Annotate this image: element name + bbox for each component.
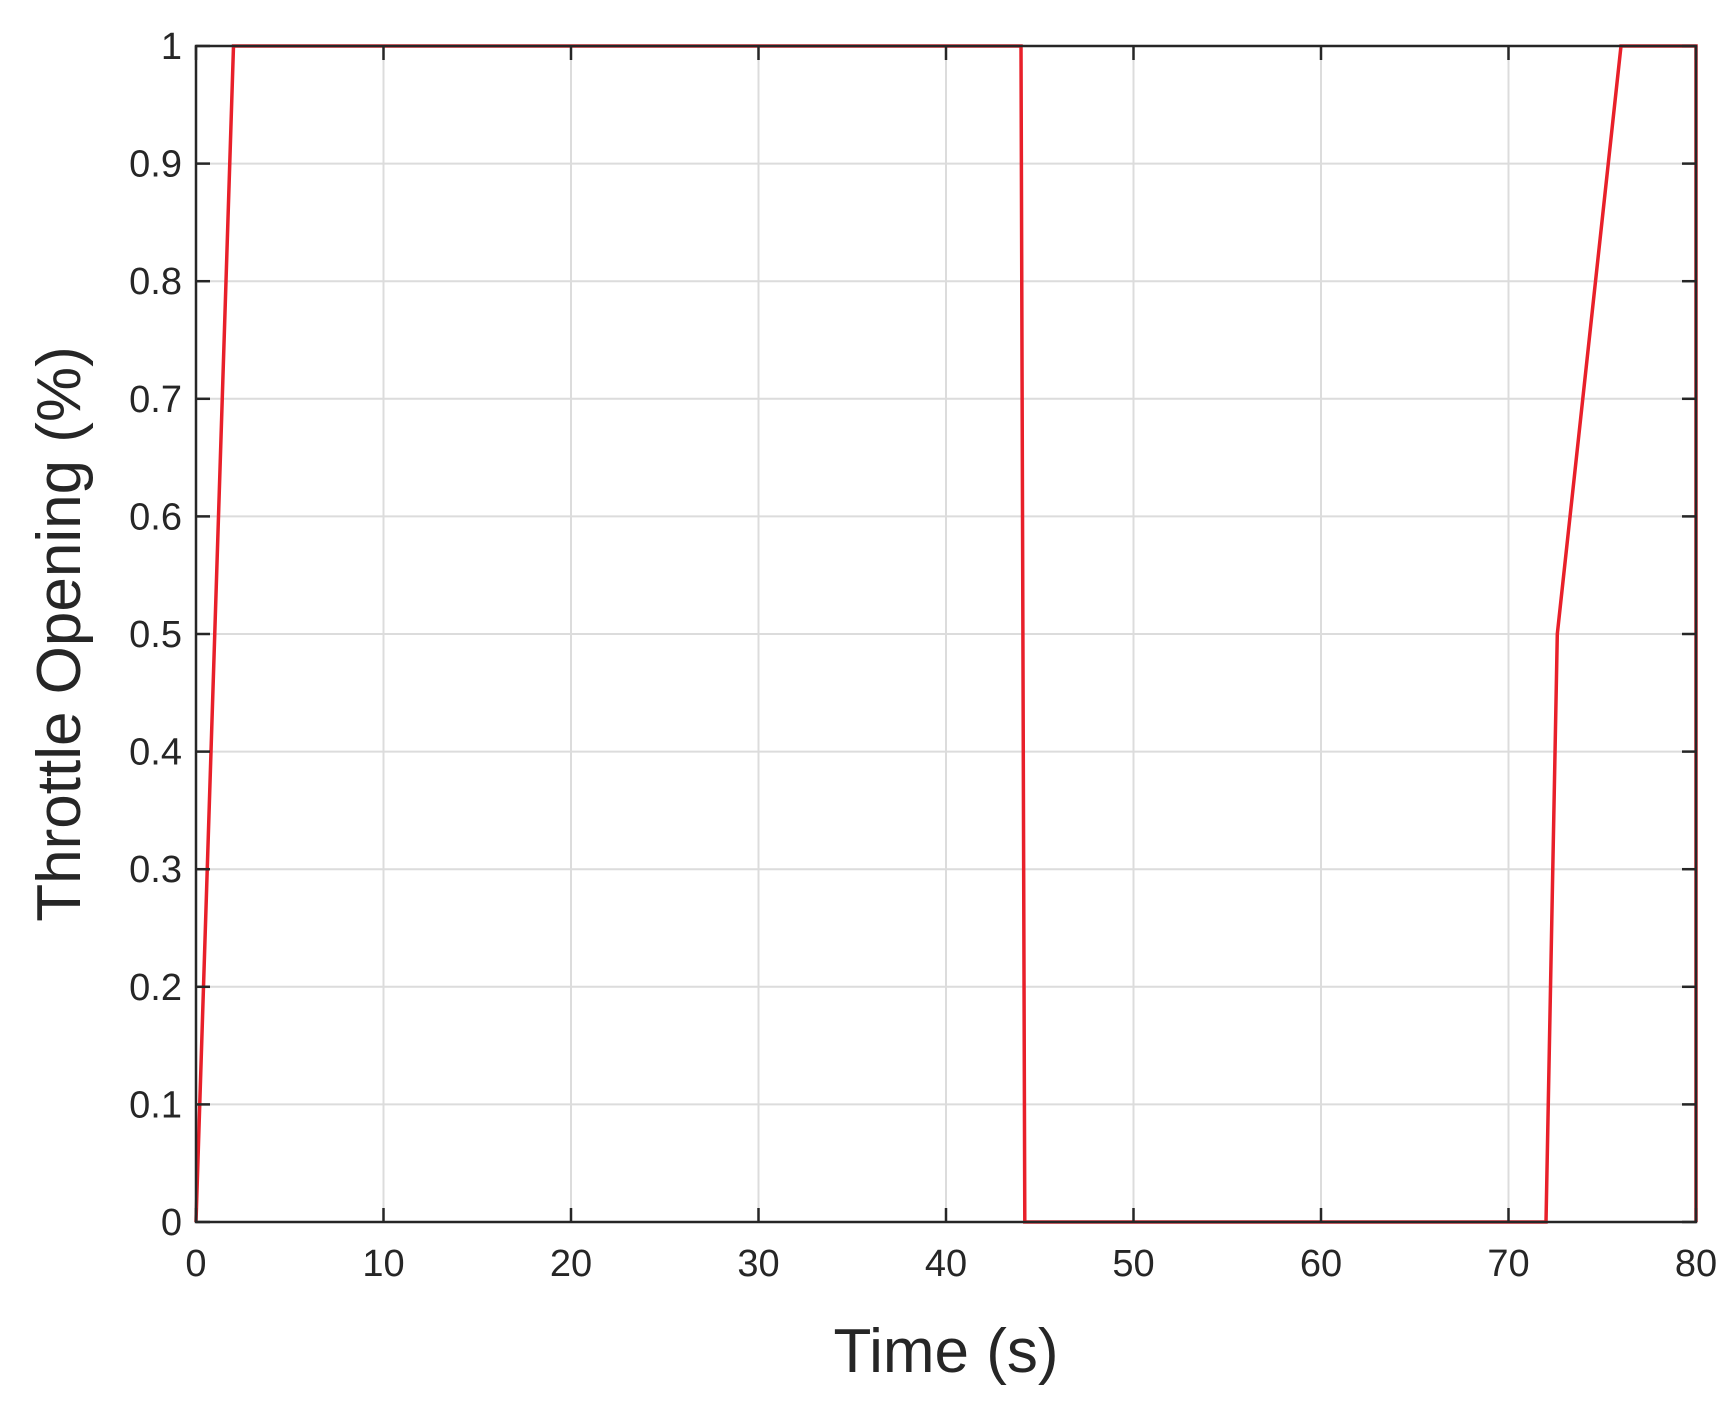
x-tick-label: 40	[925, 1243, 967, 1285]
y-tick-label: 0.5	[129, 614, 182, 656]
x-tick-label: 70	[1487, 1243, 1529, 1285]
y-tick-label: 1	[161, 26, 182, 68]
y-tick-label: 0.2	[129, 967, 182, 1009]
y-tick-label: 0.9	[129, 144, 182, 186]
y-tick-label: 0.1	[129, 1084, 182, 1126]
x-tick-label: 10	[362, 1243, 404, 1285]
x-tick-label: 50	[1112, 1243, 1154, 1285]
x-axis-title: Time (s)	[834, 1317, 1059, 1386]
grid-lines	[196, 46, 1696, 1222]
y-tick-label: 0.8	[129, 261, 182, 303]
x-tick-label: 20	[550, 1243, 592, 1285]
x-tick-label: 80	[1675, 1243, 1717, 1285]
y-tick-label: 0.4	[129, 732, 182, 774]
x-tick-label: 60	[1300, 1243, 1342, 1285]
y-tick-label: 0.3	[129, 849, 182, 891]
y-tick-label: 0.7	[129, 379, 182, 421]
x-tick-labels: 0 10 20 30 40 50 60 70 80	[185, 1243, 1717, 1285]
y-tick-labels: 0 0.1 0.2 0.3 0.4 0.5 0.6 0.7 0.8 0.9 1	[129, 26, 182, 1244]
tick-marks	[194, 44, 1698, 1224]
y-tick-label: 0	[161, 1202, 182, 1244]
x-tick-label: 0	[185, 1243, 206, 1285]
x-tick-label: 30	[737, 1243, 779, 1285]
y-tick-label: 0.6	[129, 496, 182, 538]
y-axis-title: Throttle Opening (%)	[25, 346, 94, 921]
